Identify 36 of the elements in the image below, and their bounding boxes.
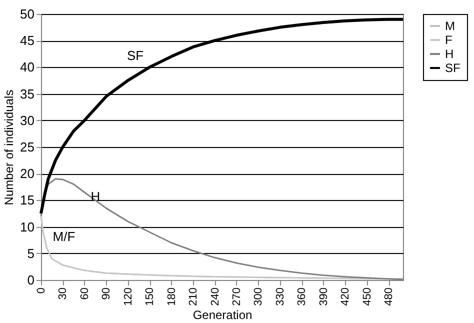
x-tick-label: 150 [144, 288, 156, 306]
x-tick-label: 30 [57, 288, 70, 300]
x-tick-label: 360 [296, 288, 308, 306]
x-tick-label: 60 [78, 288, 91, 300]
x-tick-label: 330 [274, 288, 286, 306]
y-tick-label: 45 [20, 33, 34, 48]
x-tick-label: 0 [36, 288, 48, 294]
y-tick-label: 35 [20, 86, 34, 102]
y-tick-label: 20 [20, 166, 34, 182]
y-tick-label: 0 [27, 272, 34, 288]
annotation: M/F [52, 229, 76, 244]
legend-label: H [445, 47, 454, 61]
y-tick-label: 50 [20, 6, 34, 22]
annotation: SF [126, 48, 144, 64]
x-tick-label: 180 [166, 288, 178, 306]
y-axis-title: Number of individuals [2, 90, 16, 206]
x-tick-label: 90 [100, 288, 113, 300]
legend-label: F [445, 33, 452, 47]
x-tick-label: 210 [188, 288, 200, 306]
y-tick-label: 25 [20, 140, 34, 154]
y-tick-label: 5 [27, 246, 34, 261]
y-tick-label: 40 [20, 60, 34, 75]
y-tick-label: 10 [20, 219, 34, 234]
x-tick-label: 120 [122, 288, 134, 306]
x-tick-label: 300 [252, 288, 265, 306]
x-tick-label: 390 [318, 288, 330, 306]
x-axis-title: Generation [192, 308, 252, 322]
y-tick-label: 15 [20, 192, 34, 208]
x-tick-label: 420 [340, 288, 352, 306]
x-tick-label: 240 [209, 288, 222, 306]
legend-label: SF [445, 61, 460, 75]
x-tick-label: 270 [230, 288, 243, 306]
y-tick-label: 30 [20, 112, 34, 128]
legend-label: M [445, 19, 455, 33]
x-tick-label: 480 [383, 288, 396, 306]
x-tick-label: 450 [361, 288, 374, 306]
